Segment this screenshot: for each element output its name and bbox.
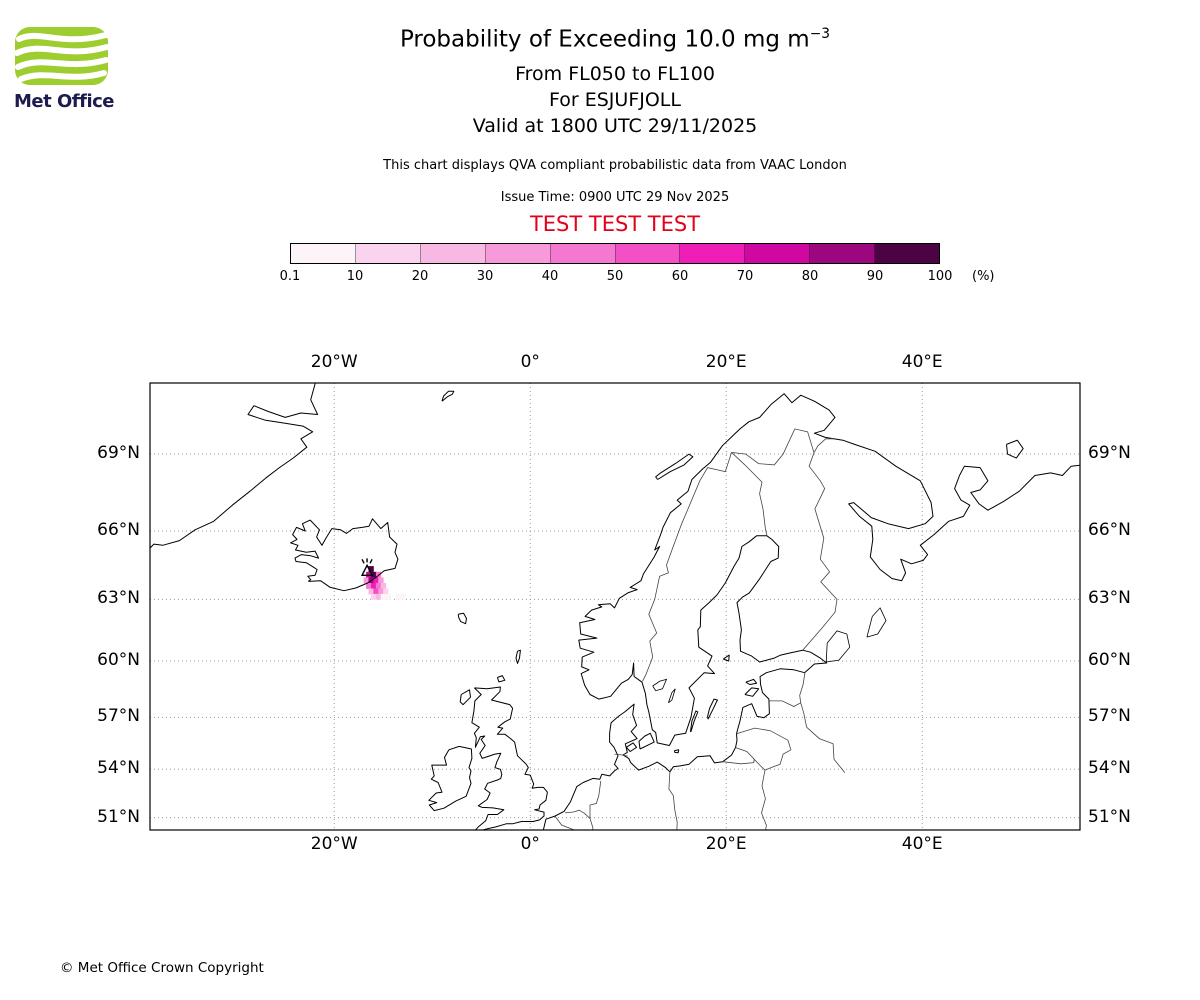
lon-label-top: 20°W	[310, 352, 358, 372]
volcano-marker	[360, 558, 374, 577]
graticule-gridlines	[150, 383, 1080, 830]
lat-label-right: 51°N	[1088, 806, 1131, 827]
lat-label-right: 66°N	[1088, 519, 1131, 540]
probability-colorbar: 0.1 10 20 30 40 50 60 70 80 90 100 (%)	[280, 243, 995, 303]
chart-title-text: Probability of Exceeding 10.0 mg m	[399, 26, 810, 53]
colorbar-segment	[420, 244, 486, 263]
lon-label-bottom: 20°W	[310, 834, 358, 854]
lon-label-top: 40°E	[901, 352, 943, 372]
lat-label-right: 57°N	[1088, 706, 1131, 727]
chart-title-superscript: −3	[809, 26, 831, 42]
colorbar-segment	[875, 244, 940, 263]
qva-compliance-note: This chart displays QVA compliant probab…	[383, 158, 847, 173]
lon-label-bottom: 40°E	[901, 834, 943, 854]
colorbar-segment	[355, 244, 421, 263]
met-office-wordmark: Met Office	[14, 91, 115, 112]
colorbar-tick: 0.1	[279, 269, 301, 284]
colorbar-tick: 90	[866, 269, 884, 284]
colorbar-unit: (%)	[972, 269, 995, 284]
copyright-notice: © Met Office Crown Copyright	[60, 960, 264, 976]
lat-label-right: 60°N	[1088, 650, 1131, 671]
lat-label-right: 69°N	[1088, 443, 1131, 464]
country-borders	[554, 428, 846, 830]
lakes	[652, 607, 887, 704]
lat-label-left: 51°N	[97, 806, 140, 827]
colorbar-segment	[745, 244, 811, 263]
lat-label-left: 69°N	[97, 443, 140, 464]
met-office-logo: Met Office	[14, 26, 115, 112]
colorbar-segment	[485, 244, 551, 263]
colorbar-tick: 60	[671, 269, 689, 284]
issue-time: Issue Time: 0900 UTC 29 Nov 2025	[500, 190, 730, 205]
lon-label-top: 20°E	[705, 352, 747, 372]
lat-label-left: 60°N	[97, 650, 140, 671]
lon-label-top: 0°	[520, 352, 540, 372]
lat-label-left: 57°N	[97, 706, 140, 727]
lat-label-left: 54°N	[97, 758, 140, 779]
lon-label-bottom: 20°E	[705, 834, 747, 854]
volcano-name: For ESJUFJOLL	[549, 89, 681, 111]
colorbar-tick: 20	[411, 269, 429, 284]
chart-title: Probability of Exceeding 10.0 mg m−3	[30, 26, 1200, 53]
valid-time: Valid at 1800 UTC 29/11/2025	[472, 115, 758, 137]
map-inner	[150, 383, 1080, 830]
colorbar-segment	[810, 244, 876, 263]
colorbar-segment	[291, 244, 356, 263]
colorbar-tick: 70	[736, 269, 754, 284]
colorbar-segment	[615, 244, 681, 263]
lat-label-left: 66°N	[97, 519, 140, 540]
colorbar-tick: 80	[801, 269, 819, 284]
lon-label-bottom: 0°	[520, 834, 540, 854]
colorbar-gradient	[290, 243, 940, 264]
ash-cloud-cells	[363, 566, 406, 600]
test-banner: TEST TEST TEST	[529, 212, 701, 236]
colorbar-tick: 100	[927, 269, 953, 284]
met-office-logo-waves	[14, 27, 110, 85]
colorbar-tick: 10	[346, 269, 364, 284]
lat-label-left: 63°N	[97, 588, 140, 609]
colorbar-tick: 40	[541, 269, 559, 284]
colorbar-tick: 30	[476, 269, 494, 284]
coastlines	[150, 383, 1080, 830]
lat-label-right: 54°N	[1088, 758, 1131, 779]
flight-level-range: From FL050 to FL100	[515, 63, 715, 85]
map-frame	[149, 382, 1081, 831]
lat-label-right: 63°N	[1088, 588, 1131, 609]
colorbar-segment	[550, 244, 616, 263]
colorbar-segment	[680, 244, 746, 263]
colorbar-tick: 50	[606, 269, 624, 284]
